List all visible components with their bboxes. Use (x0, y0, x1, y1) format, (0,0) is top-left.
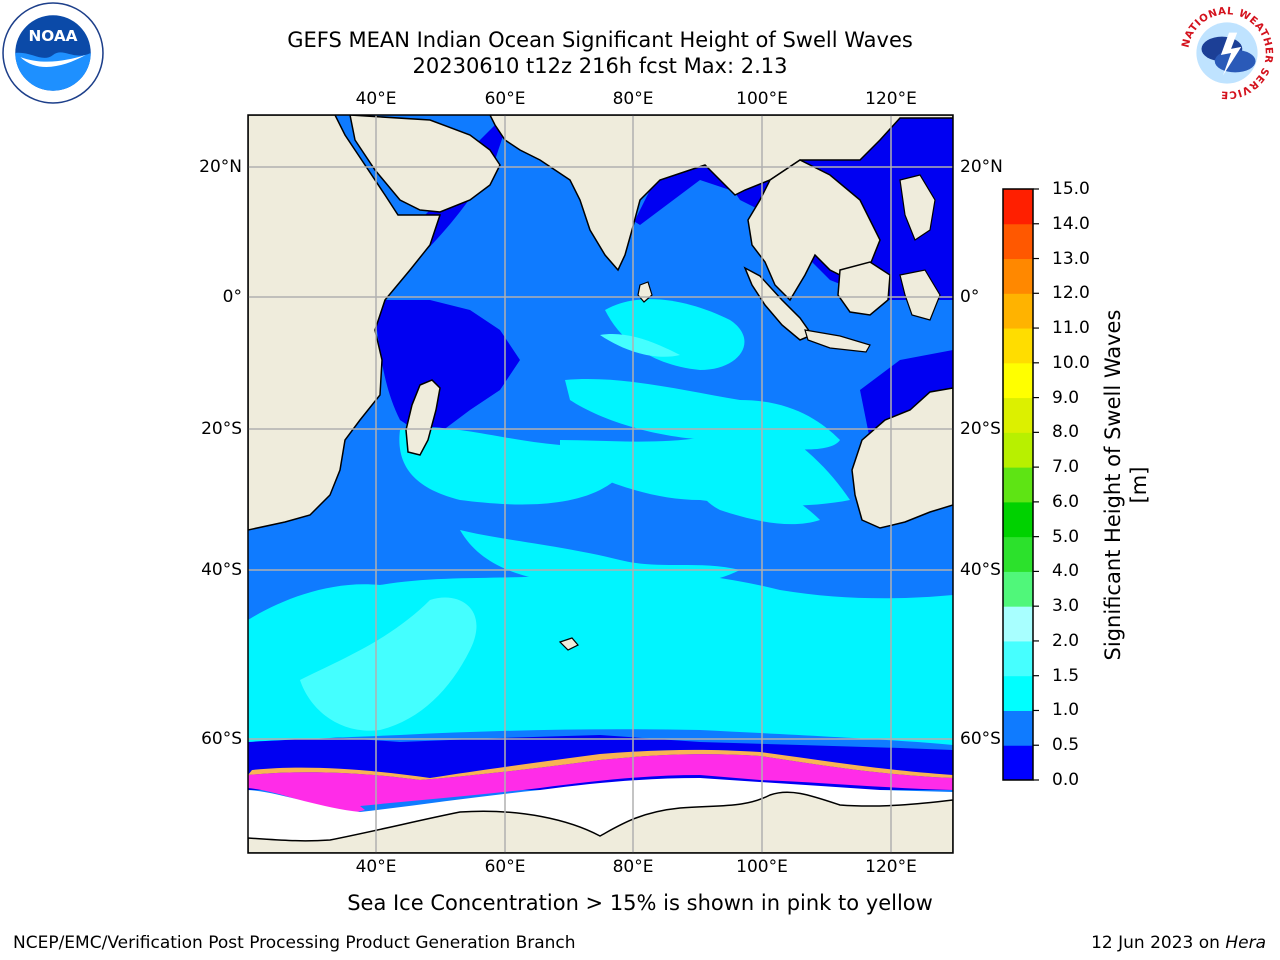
colorbar-swatch (1003, 745, 1033, 781)
lat-tick-right: 0° (960, 287, 980, 307)
colorbar-swatch (1003, 397, 1033, 433)
colorbar-title: Significant Height of Swell Waves [m] (1101, 309, 1151, 661)
colorbar-swatch (1003, 606, 1033, 642)
lat-tick-left: 20°N (199, 157, 242, 177)
lon-tick-top: 80°E (612, 89, 654, 109)
colorbar-swatch (1003, 223, 1033, 260)
lat-tick-right: 20°N (960, 157, 1003, 177)
colorbar-level-label: 3.0 (1052, 596, 1080, 617)
lat-tick-right: 60°S (960, 729, 1001, 749)
colorbar-swatch (1003, 258, 1033, 294)
lon-tick-top: 40°E (355, 89, 397, 109)
noaa-logo-icon: NOAA (2, 2, 104, 104)
lon-tick-top: 120°E (865, 89, 917, 109)
colorbar-swatch (1003, 189, 1033, 225)
colorbar-level-label: 12.0 (1052, 283, 1090, 304)
colorbar-swatch (1003, 536, 1033, 572)
lon-tick-bottom: 100°E (736, 857, 788, 877)
lon-tick-bottom: 60°E (484, 857, 526, 877)
colorbar-frame (1002, 188, 1034, 781)
footer-date: 12 Jun 2023 on Hera (1091, 933, 1266, 953)
colorbar-level-label: 10.0 (1052, 352, 1090, 373)
colorbar-swatch (1003, 640, 1033, 677)
chart-title: GEFS MEAN Indian Ocean Significant Heigh… (287, 28, 913, 52)
lon-tick-top: 100°E (736, 89, 788, 109)
colorbar-swatch (1003, 571, 1033, 607)
colorbar-level-label: 8.0 (1052, 422, 1080, 443)
lon-tick-bottom: 120°E (865, 857, 917, 877)
colorbar-level-label: 2.0 (1052, 630, 1080, 651)
colorbar-level-label: 5.0 (1052, 526, 1080, 547)
colorbar-swatch (1003, 710, 1033, 746)
lon-tick-bottom: 80°E (612, 857, 654, 877)
colorbar-level-label: 1.0 (1052, 700, 1080, 721)
colorbar-swatch (1003, 362, 1033, 399)
lat-tick-right: 20°S (960, 419, 1001, 439)
graticule (248, 115, 953, 853)
colorbar-level-label: 0.5 (1052, 735, 1080, 756)
colorbar-swatch (1003, 467, 1033, 503)
footer-host: Hera (1225, 933, 1266, 953)
colorbar-level-label: 1.5 (1052, 665, 1080, 686)
nws-logo-icon: NATIONAL WEATHER SERVICE (1178, 4, 1276, 102)
colorbar-level-label: 6.0 (1052, 491, 1080, 512)
colorbar-level-label: 14.0 (1052, 213, 1090, 234)
lon-tick-top: 60°E (484, 89, 526, 109)
colorbar-swatch (1003, 328, 1033, 364)
sea-ice-note: Sea Ice Concentration > 15% is shown in … (347, 891, 933, 915)
colorbar-swatch (1003, 293, 1033, 329)
lat-tick-left: 60°S (201, 729, 242, 749)
lat-tick-left: 20°S (201, 419, 242, 439)
colorbar (1002, 188, 1039, 781)
colorbar-level-label: 11.0 (1052, 318, 1090, 339)
footer-credit: NCEP/EMC/Verification Post Processing Pr… (13, 933, 576, 953)
chart-subtitle: 20230610 t12z 216h fcst Max: 2.13 (412, 54, 788, 78)
colorbar-level-label: 0.0 (1052, 770, 1080, 790)
svg-text:NOAA: NOAA (28, 27, 77, 45)
lat-tick-left: 40°S (201, 560, 242, 580)
lat-tick-right: 40°S (960, 560, 1001, 580)
colorbar-swatch (1003, 501, 1033, 538)
colorbar-swatch (1003, 675, 1033, 711)
lat-tick-left: 0° (222, 287, 242, 307)
colorbar-level-label: 7.0 (1052, 457, 1080, 478)
colorbar-swatch (1003, 432, 1033, 468)
colorbar-level-label: 4.0 (1052, 561, 1080, 582)
colorbar-level-label: 9.0 (1052, 387, 1080, 408)
lon-tick-bottom: 40°E (355, 857, 397, 877)
footer-date-text: 12 Jun 2023 on (1091, 933, 1220, 953)
colorbar-level-label: 15.0 (1052, 179, 1090, 199)
colorbar-level-label: 13.0 (1052, 248, 1090, 269)
